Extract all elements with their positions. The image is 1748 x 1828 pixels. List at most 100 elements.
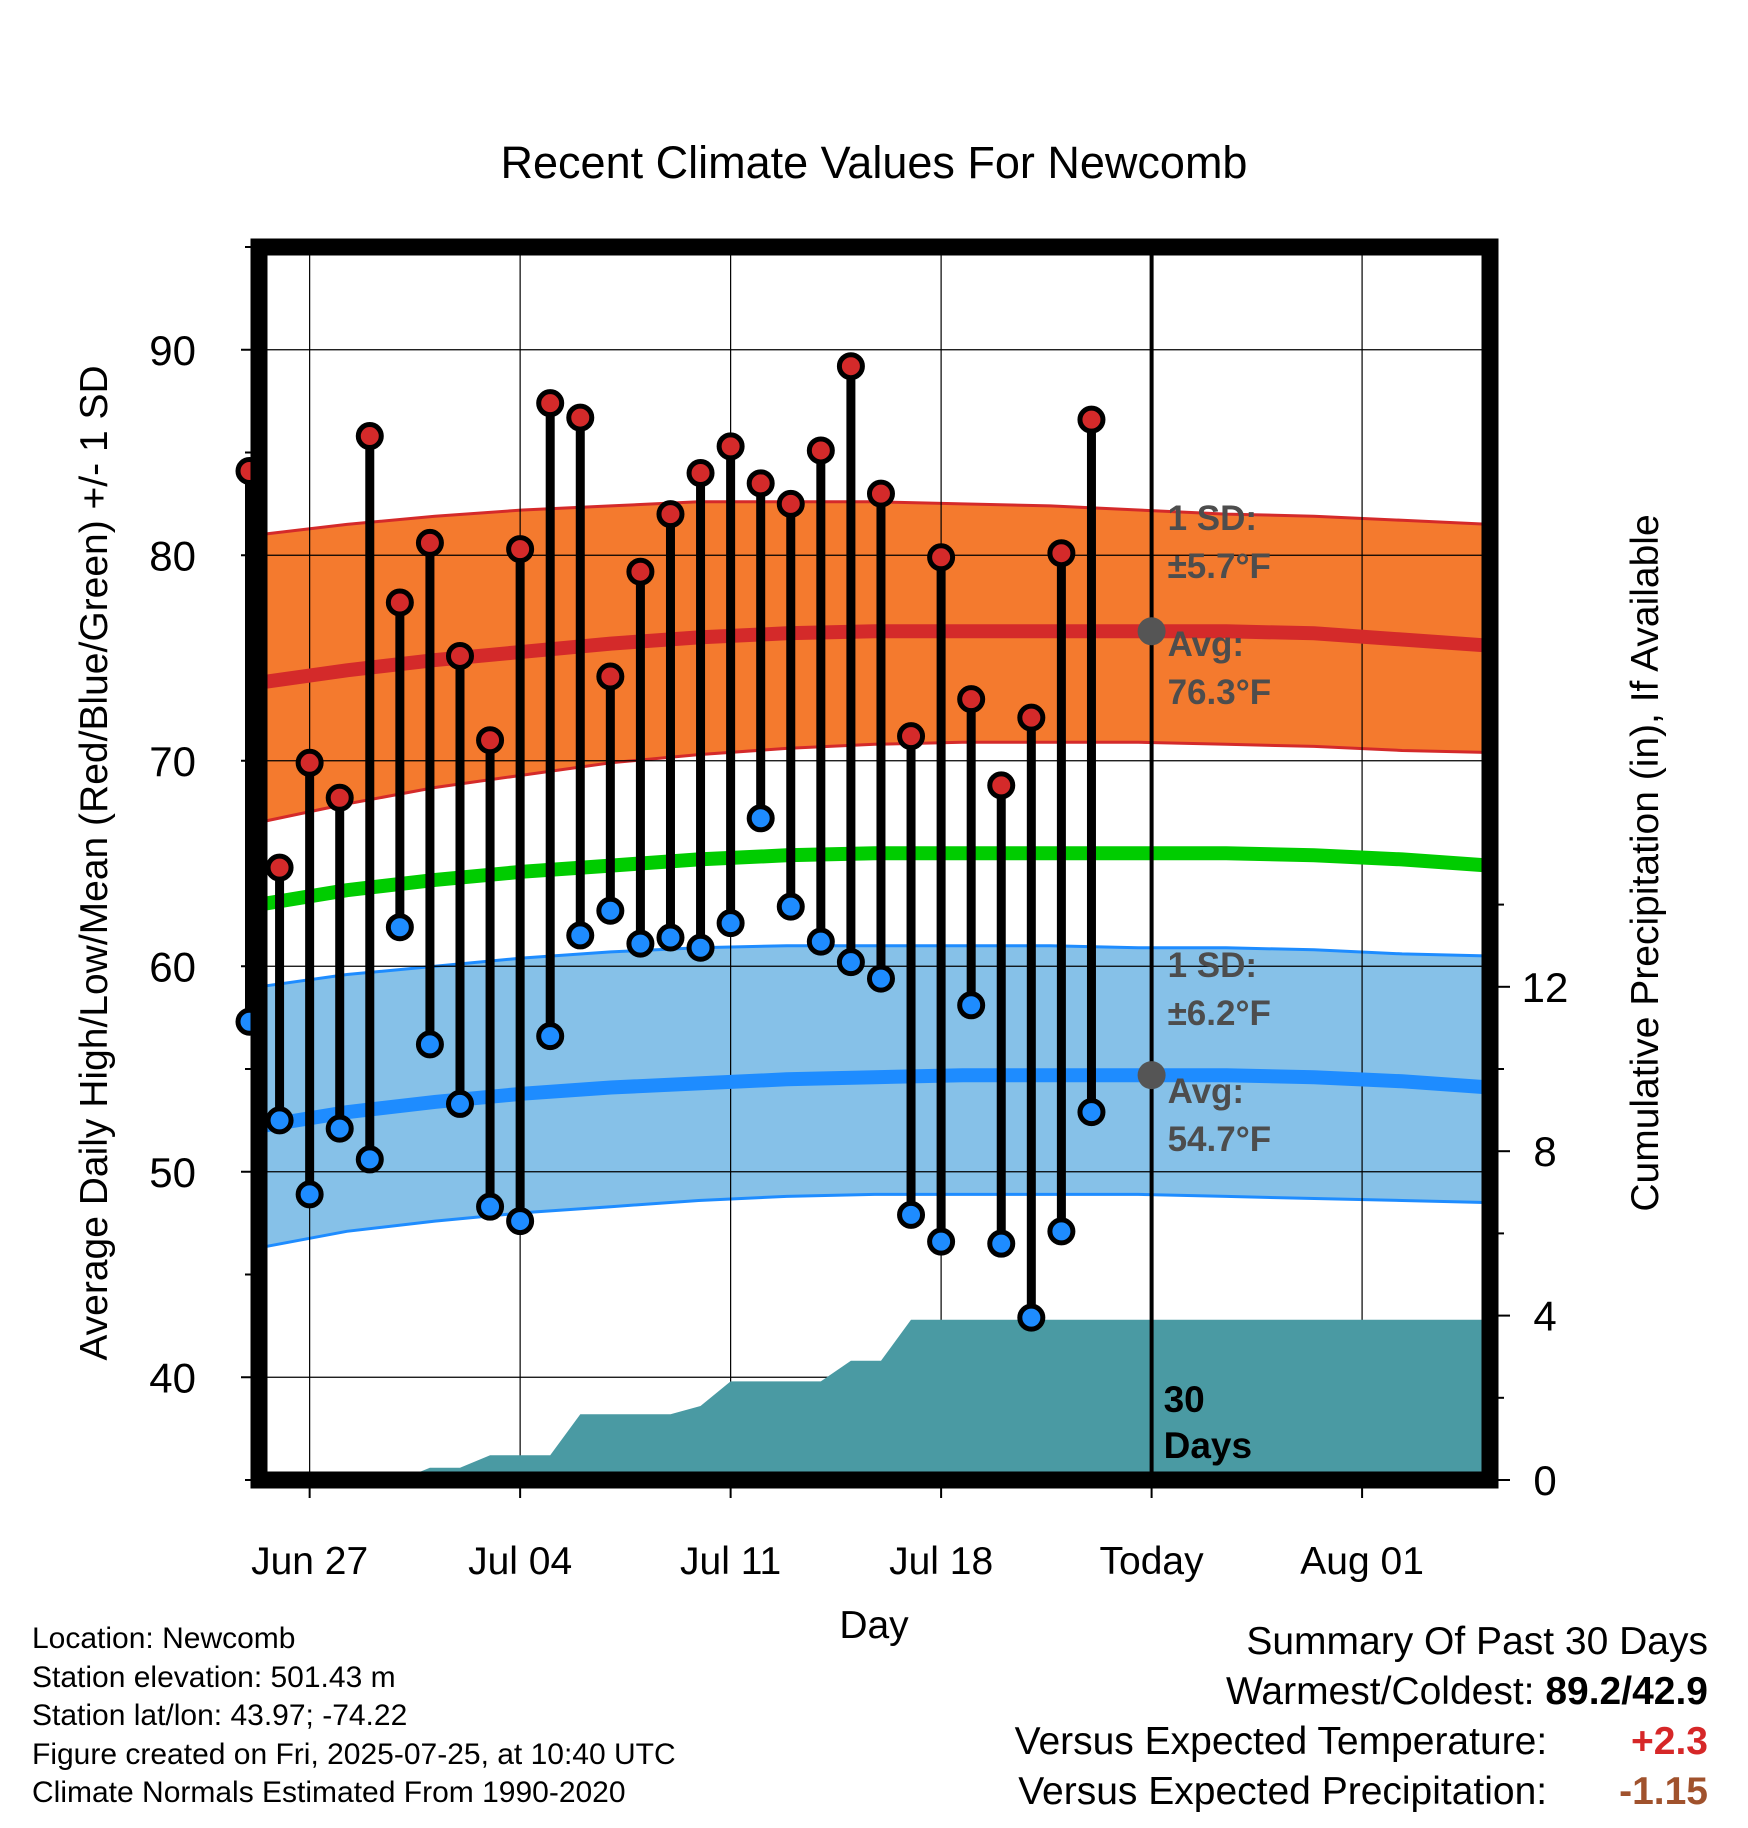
station-info: Location: Newcomb Station elevation: 501… — [32, 1620, 676, 1813]
y2-axis-label: Cumulative Precipitation (in), If Availa… — [1624, 514, 1667, 1211]
latlon-text: Station lat/lon: 43.97; -74.22 — [32, 1699, 408, 1732]
daily-range-stems — [245, 366, 1096, 1318]
summary-panel: Summary Of Past 30 Days Warmest/Coldest:… — [1015, 1617, 1708, 1817]
high-point — [415, 528, 444, 557]
y2-tick-label: 0 — [1533, 1457, 1556, 1504]
summary-precip-row: Versus Expected Precipitation: -1.15 — [1015, 1767, 1708, 1817]
high-point — [596, 662, 625, 691]
low-point — [385, 913, 414, 942]
high-point — [776, 489, 805, 518]
cumulative-precip-area — [249, 1319, 1490, 1480]
created-text: Figure created on Fri, 2025-07-25, at 10… — [32, 1737, 676, 1771]
normals-text: Climate Normals Estimated From 1990-2020 — [32, 1776, 626, 1809]
precip-label: Versus Expected Precipitation: — [1018, 1770, 1548, 1813]
low-avg-label: 54.7°F — [1168, 1120, 1272, 1159]
low-point — [325, 1114, 354, 1143]
low-point — [626, 929, 655, 958]
low-point — [987, 1229, 1016, 1258]
y2-tick-label: 12 — [1522, 964, 1569, 1011]
today-high-avg-dot — [1137, 617, 1166, 646]
high-point — [265, 853, 294, 882]
location-text: Location: Newcomb — [32, 1622, 296, 1655]
high-point — [656, 500, 685, 529]
summary-warmest-row: Warmest/Coldest: 89.2/42.9 — [1015, 1667, 1708, 1717]
summary-title: Summary Of Past 30 Days — [1246, 1620, 1708, 1663]
high-point — [536, 389, 565, 418]
low-sd-band-lower-edge — [258, 1192, 1491, 1250]
temp-label: Versus Expected Temperature: — [1014, 1720, 1548, 1763]
y-tick-label: 90 — [149, 327, 196, 374]
warmest-value: 89.2/42.9 — [1545, 1670, 1708, 1713]
low-point — [506, 1207, 535, 1236]
elevation-text: Station elevation: 501.43 m — [32, 1660, 396, 1694]
high-point — [385, 588, 414, 617]
low-sd-label: ±6.2°F — [1168, 994, 1271, 1033]
annotations: 1 SD: ±5.7°F Avg: 76.3°F 1 SD: ±6.2°F Avg: 54.7… — [1164, 499, 1272, 1466]
low-point — [866, 964, 895, 993]
high-point — [836, 352, 865, 381]
high-point — [566, 403, 595, 432]
y-tick-label: 40 — [149, 1354, 196, 1401]
x-axis-label: Day — [839, 1604, 909, 1647]
high-point — [325, 783, 354, 812]
low-avg-label: Avg: — [1168, 1072, 1244, 1111]
x-tick-label: Aug 01 — [1300, 1540, 1424, 1583]
high-point — [506, 535, 535, 564]
high-point — [957, 685, 986, 714]
high-point — [1017, 703, 1046, 732]
high-point — [295, 748, 324, 777]
today-low-avg-dot — [1137, 1061, 1166, 1090]
y-tick-label: 50 — [149, 1149, 196, 1196]
low-sd-label: 1 SD: — [1168, 946, 1257, 985]
period-label: Days — [1164, 1425, 1252, 1466]
summary-temp-row: Versus Expected Temperature: +2.3 — [1015, 1717, 1708, 1767]
x-tick-label: Jun 27 — [251, 1540, 368, 1583]
high-point — [716, 432, 745, 461]
low-point — [746, 804, 775, 833]
low-point — [656, 923, 685, 952]
high-point — [746, 469, 775, 498]
y-tick-label: 60 — [149, 943, 196, 990]
low-point — [927, 1227, 956, 1256]
x-tick-label: Jul 04 — [468, 1540, 572, 1583]
axes: Jun 27 Jul 04 Jul 11 Jul 18 Today Aug 01 40 50 6… — [149, 246, 1569, 1583]
low-point — [295, 1180, 324, 1209]
high-point — [686, 459, 715, 488]
high-point — [1077, 405, 1106, 434]
low-point — [686, 933, 715, 962]
low-point — [806, 927, 835, 956]
high-point — [866, 479, 895, 508]
low-point — [355, 1145, 384, 1174]
x-tick-label: Jul 18 — [889, 1540, 993, 1583]
high-point — [626, 557, 655, 586]
low-point — [445, 1089, 474, 1118]
low-point — [476, 1192, 505, 1221]
x-tick-label: Jul 11 — [680, 1540, 781, 1583]
plot-frame — [250, 238, 1499, 1489]
period-label: 30 — [1164, 1379, 1205, 1420]
x-tick-label: Today — [1100, 1540, 1205, 1583]
daily-points — [235, 352, 1106, 1332]
low-point — [415, 1030, 444, 1059]
high-point — [445, 641, 474, 670]
high-point — [806, 436, 835, 465]
low-point — [836, 948, 865, 977]
high-point — [897, 722, 926, 751]
precip-value: -1.15 — [1619, 1770, 1708, 1813]
high-point — [1047, 539, 1076, 568]
warmest-label: Warmest/Coldest: — [1226, 1670, 1535, 1713]
temp-value: +2.3 — [1631, 1720, 1708, 1763]
low-point — [1077, 1098, 1106, 1127]
low-point — [957, 991, 986, 1020]
low-point — [596, 896, 625, 925]
high-sd-label: ±5.7°F — [1168, 547, 1271, 586]
low-point — [566, 921, 595, 950]
high-sd-label: 1 SD: — [1168, 499, 1257, 538]
y-tick-label: 70 — [149, 738, 196, 785]
today-marker — [1137, 247, 1166, 1480]
low-point — [536, 1022, 565, 1051]
chart-title: Recent Climate Values For Newcomb — [501, 137, 1248, 188]
y-axis-label: Average Daily High/Low/Mean (Red/Blue/Gr… — [73, 365, 116, 1360]
high-point — [355, 422, 384, 451]
